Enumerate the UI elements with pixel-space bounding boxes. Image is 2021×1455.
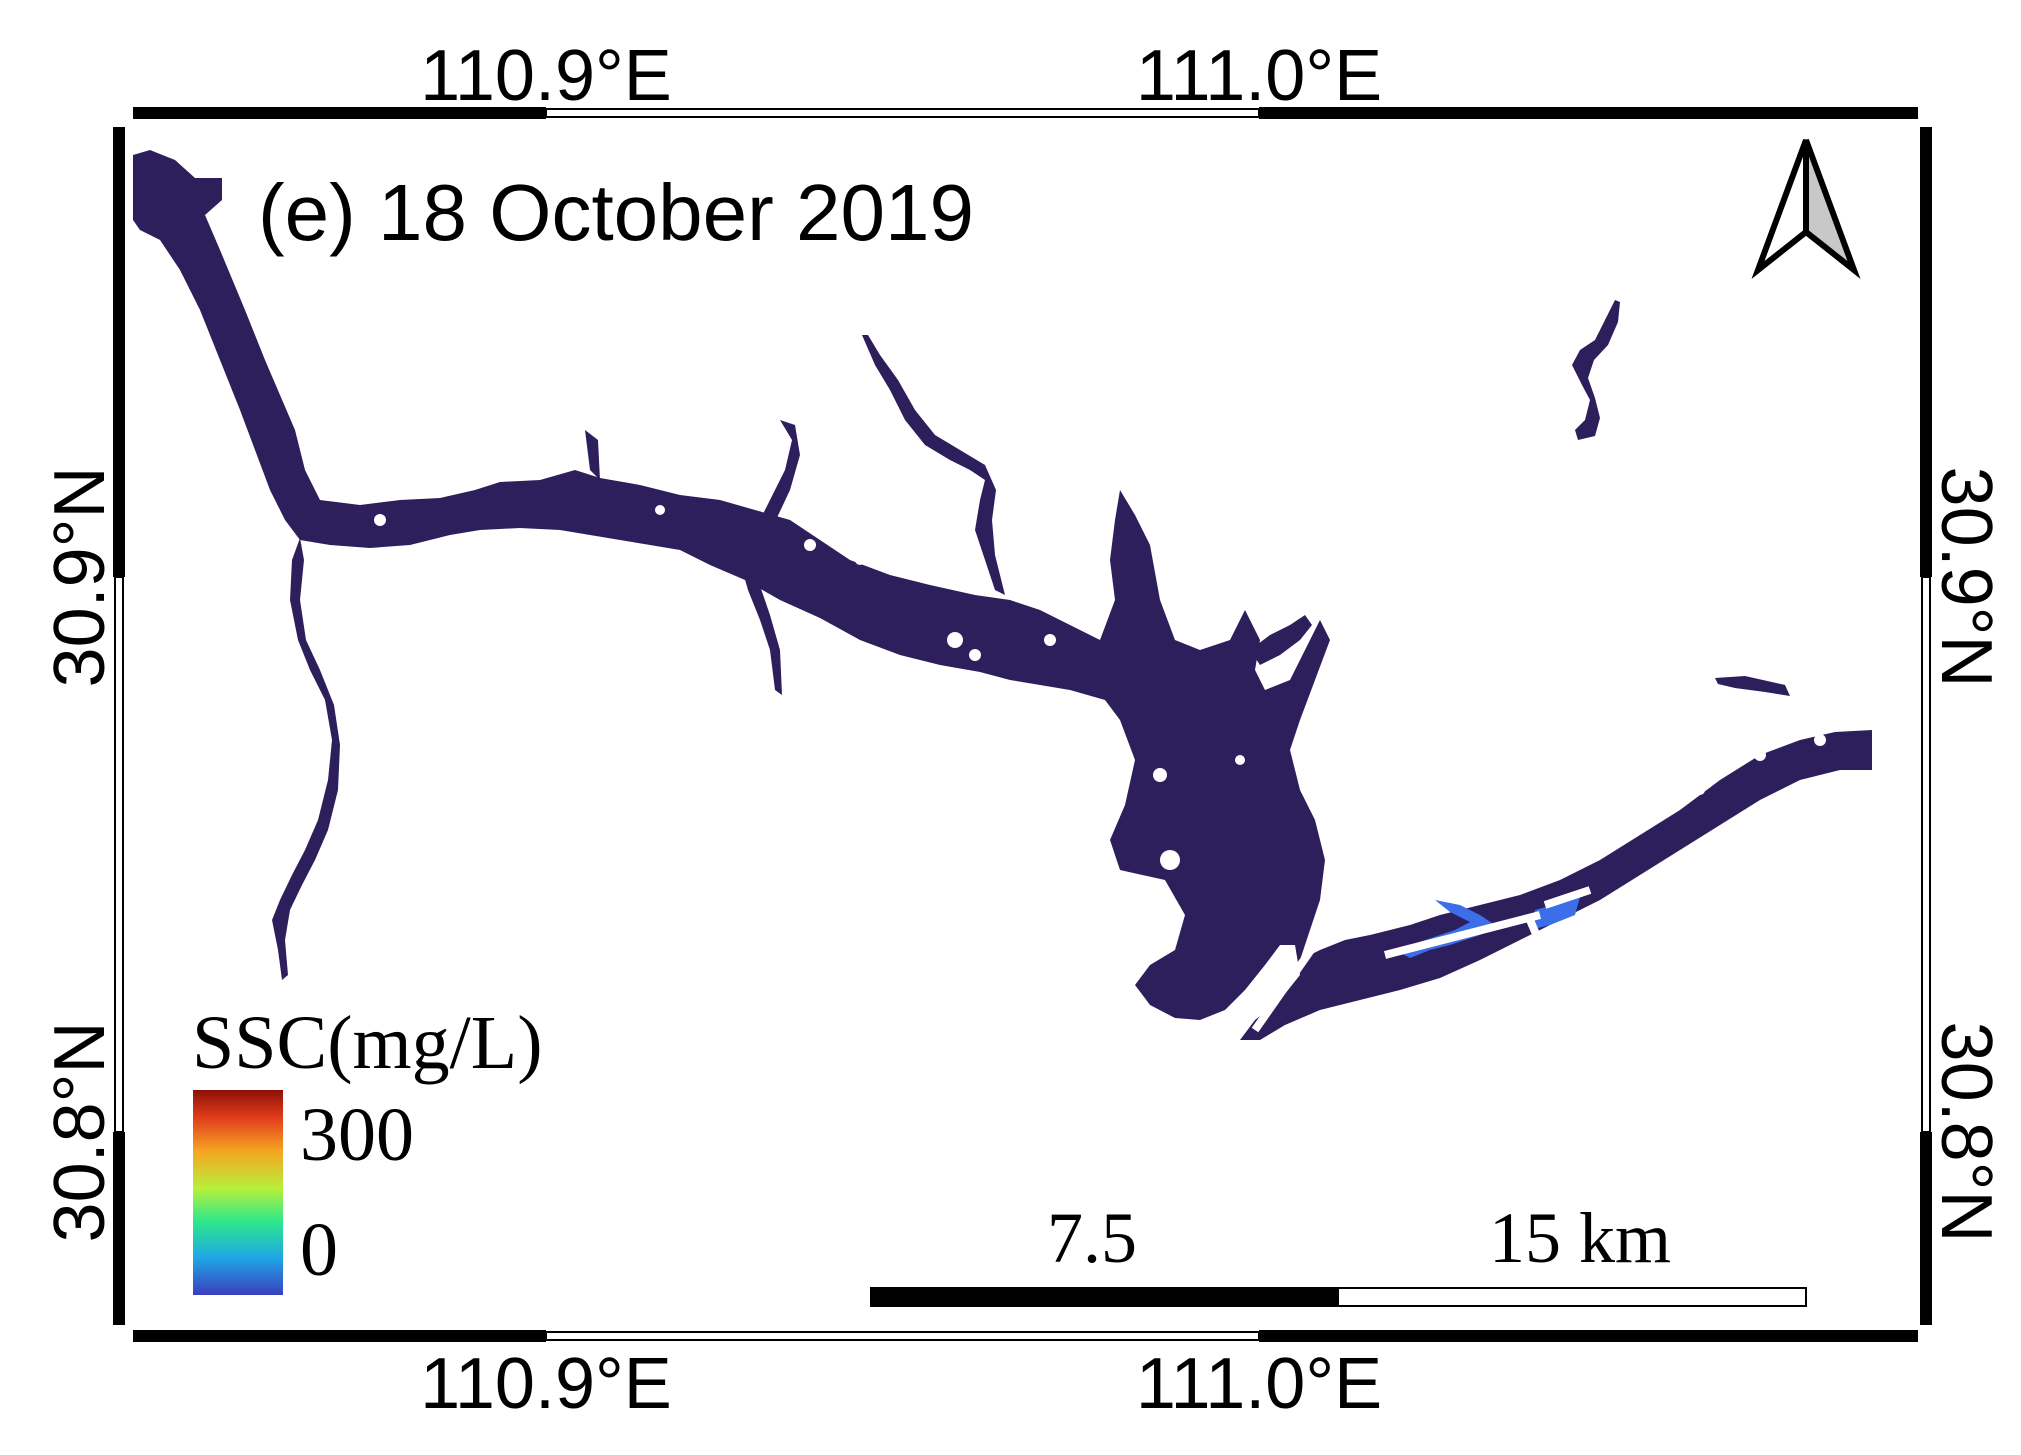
map-title: (e) 18 October 2019 [258, 168, 974, 257]
north-tributary [585, 430, 600, 480]
island [1044, 634, 1056, 646]
island [855, 555, 865, 565]
legend-title: SSC(mg/L) [192, 1001, 543, 1085]
island [969, 649, 981, 661]
island [1695, 785, 1705, 795]
bottom-border [133, 1330, 1918, 1342]
north-tributary [862, 335, 1005, 595]
right-axis-label: 30.8°N [1926, 1022, 2006, 1243]
right-border [1920, 127, 1932, 1325]
ssc-legend: SSC(mg/L) 300 0 [192, 1001, 543, 1295]
north-arrow-icon [1751, 138, 1861, 279]
island [804, 539, 816, 551]
top-axis-label: 110.9°E [420, 36, 672, 116]
left-axis-label: 30.9°N [40, 467, 120, 688]
river-water-body [133, 150, 1872, 1040]
island [1235, 755, 1245, 765]
east-patch [1715, 676, 1790, 696]
dam-lines [1251, 886, 1592, 1033]
north-tributary [1250, 615, 1312, 665]
scale-bar-mid-label: 7.5 [1047, 1198, 1137, 1278]
island [1153, 768, 1167, 782]
bottom-axis-label: 110.9°E [420, 1344, 672, 1424]
scale-bar-light-segment [1337, 1287, 1807, 1307]
island [655, 505, 665, 515]
legend-max-label: 300 [300, 1093, 414, 1177]
legend-min-label: 0 [300, 1208, 338, 1292]
scale-bar-dark-segment [870, 1287, 1338, 1307]
right-axis-label: 30.9°N [1926, 467, 2006, 688]
island [374, 514, 386, 526]
scale-bar: 7.5 15 km [870, 1198, 1807, 1307]
island [947, 632, 963, 648]
left-axis-label: 30.8°N [40, 1022, 120, 1243]
top-axis-label: 111.0°E [1136, 36, 1382, 116]
northeast-stream [1572, 300, 1620, 440]
south-tributary [272, 538, 340, 980]
map-frame [120, 125, 1918, 1325]
north-tributary [738, 555, 782, 695]
top-border [133, 107, 1918, 119]
island [1754, 749, 1766, 761]
scale-bar-end-label: 15 km [1489, 1198, 1671, 1278]
north-tributary [760, 420, 800, 522]
legend-color-ramp [193, 1090, 283, 1295]
high-ssc-patch [1530, 897, 1580, 930]
islands [374, 505, 1826, 870]
bottom-axis-label: 111.0°E [1136, 1344, 1382, 1424]
left-border [113, 127, 125, 1325]
island [1160, 850, 1180, 870]
island [1814, 734, 1826, 746]
